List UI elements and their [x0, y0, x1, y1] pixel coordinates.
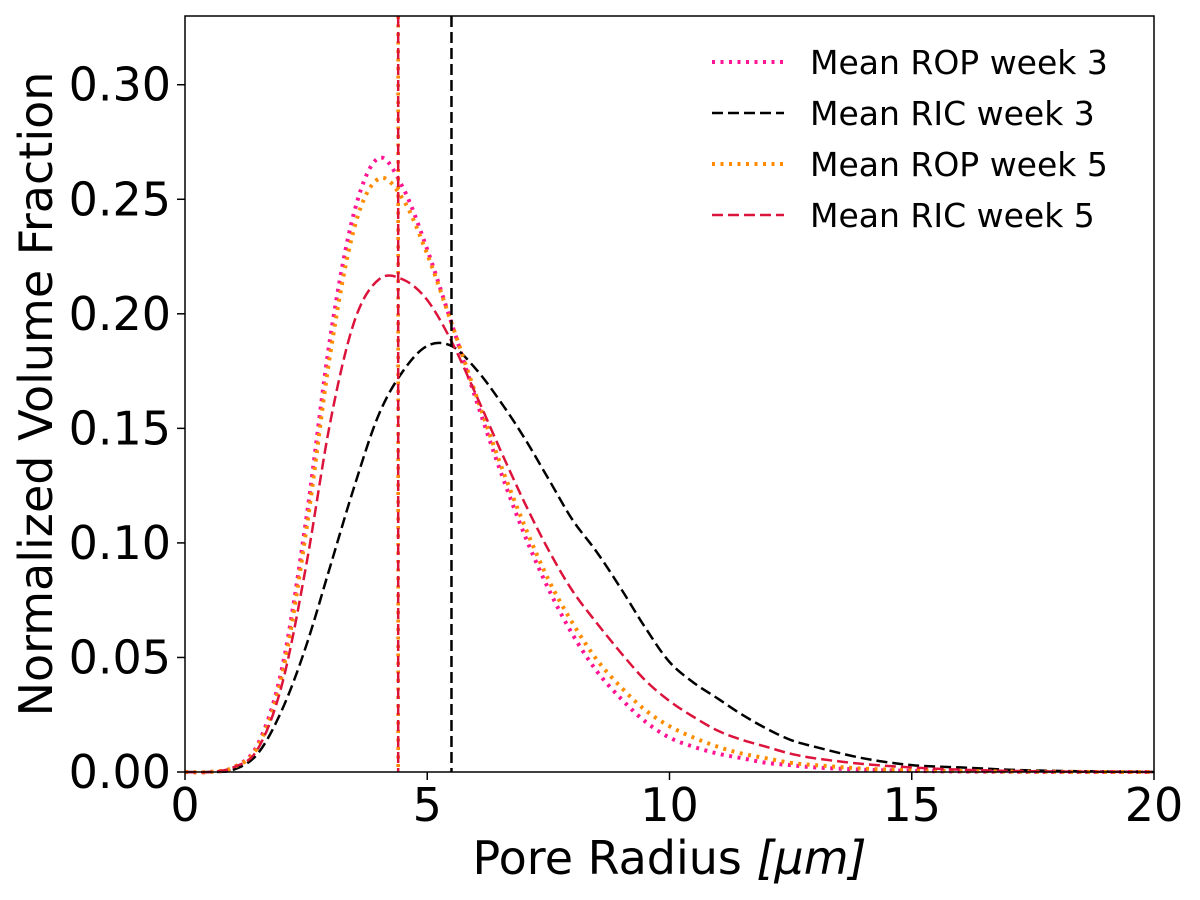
vertical-line-layer [396, 16, 453, 772]
x-tick-layer: 0 5 10 15 20 [170, 772, 1183, 832]
x-axis-label: Pore Radius [μm] [473, 831, 867, 885]
y-tick-label: 0.25 [69, 172, 171, 226]
x-tick-label: 5 [413, 778, 442, 832]
series-line-mean-ric-week-3 [184, 341, 1155, 774]
legend-label-mean-rop-week-3: Mean ROP week 3 [810, 43, 1108, 82]
x-tick-label: 15 [882, 778, 941, 832]
y-tick-label: 0.30 [69, 58, 171, 112]
y-tick-label: 0.05 [69, 630, 171, 684]
x-tick-label: 10 [640, 778, 699, 832]
y-tick-layer: 0.00 0.05 0.10 0.15 0.20 0.25 0.30 [69, 58, 185, 799]
series-layer [184, 155, 1155, 775]
x-tick-label: 20 [1125, 778, 1184, 832]
y-axis-label: Normalized Volume Fraction [9, 72, 63, 717]
legend-label-mean-ric-week-3: Mean RIC week 3 [810, 94, 1095, 133]
plot-background [185, 16, 1154, 772]
y-tick-label: 0.15 [69, 401, 171, 455]
legend-label-mean-rop-week-5: Mean ROP week 5 [810, 145, 1108, 184]
y-tick-label: 0.20 [69, 287, 171, 341]
legend: Mean ROP week 3 Mean RIC week 3 Mean ROP w… [712, 43, 1108, 235]
x-tick-label: 0 [170, 778, 199, 832]
y-tick-label: 0.10 [69, 516, 171, 570]
y-tick-label: 0.00 [69, 745, 171, 799]
series-line-mean-ric-week-5 [184, 274, 1155, 774]
series-line-mean-rop-week-5 [184, 175, 1154, 775]
legend-label-mean-ric-week-5: Mean RIC week 5 [810, 196, 1095, 235]
